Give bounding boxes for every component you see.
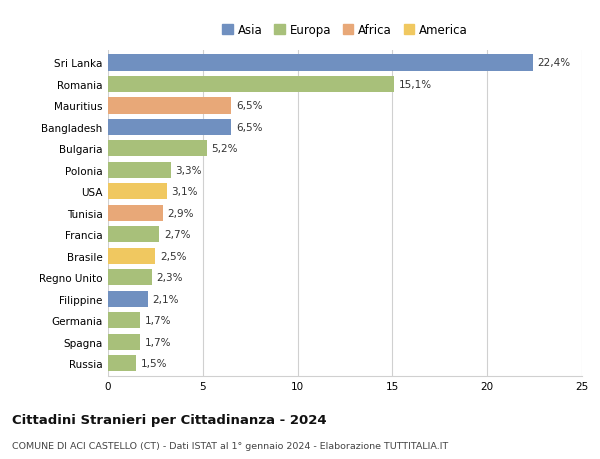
Bar	[108, 77, 394, 93]
Text: 2,7%: 2,7%	[164, 230, 190, 240]
Text: 1,7%: 1,7%	[145, 316, 172, 325]
Text: 2,3%: 2,3%	[157, 273, 183, 283]
Text: COMUNE DI ACI CASTELLO (CT) - Dati ISTAT al 1° gennaio 2024 - Elaborazione TUTTI: COMUNE DI ACI CASTELLO (CT) - Dati ISTAT…	[12, 441, 448, 450]
Text: 6,5%: 6,5%	[236, 123, 262, 133]
Bar	[108, 355, 136, 371]
Bar	[108, 270, 152, 286]
Bar	[108, 227, 159, 243]
Bar	[108, 334, 140, 350]
Text: 1,5%: 1,5%	[141, 358, 167, 369]
Bar	[108, 291, 148, 307]
Bar	[108, 184, 167, 200]
Bar	[108, 98, 231, 114]
Text: 2,5%: 2,5%	[160, 252, 187, 261]
Legend: Asia, Europa, Africa, America: Asia, Europa, Africa, America	[222, 24, 468, 37]
Text: 1,7%: 1,7%	[145, 337, 172, 347]
Text: 5,2%: 5,2%	[211, 144, 238, 154]
Text: 6,5%: 6,5%	[236, 101, 262, 111]
Text: 15,1%: 15,1%	[399, 80, 432, 90]
Bar	[108, 313, 140, 329]
Text: 3,1%: 3,1%	[172, 187, 198, 197]
Bar	[108, 162, 170, 179]
Text: 3,3%: 3,3%	[175, 166, 202, 175]
Bar	[108, 248, 155, 264]
Text: 2,9%: 2,9%	[168, 208, 194, 218]
Bar	[108, 120, 231, 136]
Text: 22,4%: 22,4%	[538, 58, 571, 68]
Bar	[108, 141, 206, 157]
Text: 2,1%: 2,1%	[152, 294, 179, 304]
Text: Cittadini Stranieri per Cittadinanza - 2024: Cittadini Stranieri per Cittadinanza - 2…	[12, 413, 326, 426]
Bar	[108, 205, 163, 222]
Bar	[108, 56, 533, 72]
